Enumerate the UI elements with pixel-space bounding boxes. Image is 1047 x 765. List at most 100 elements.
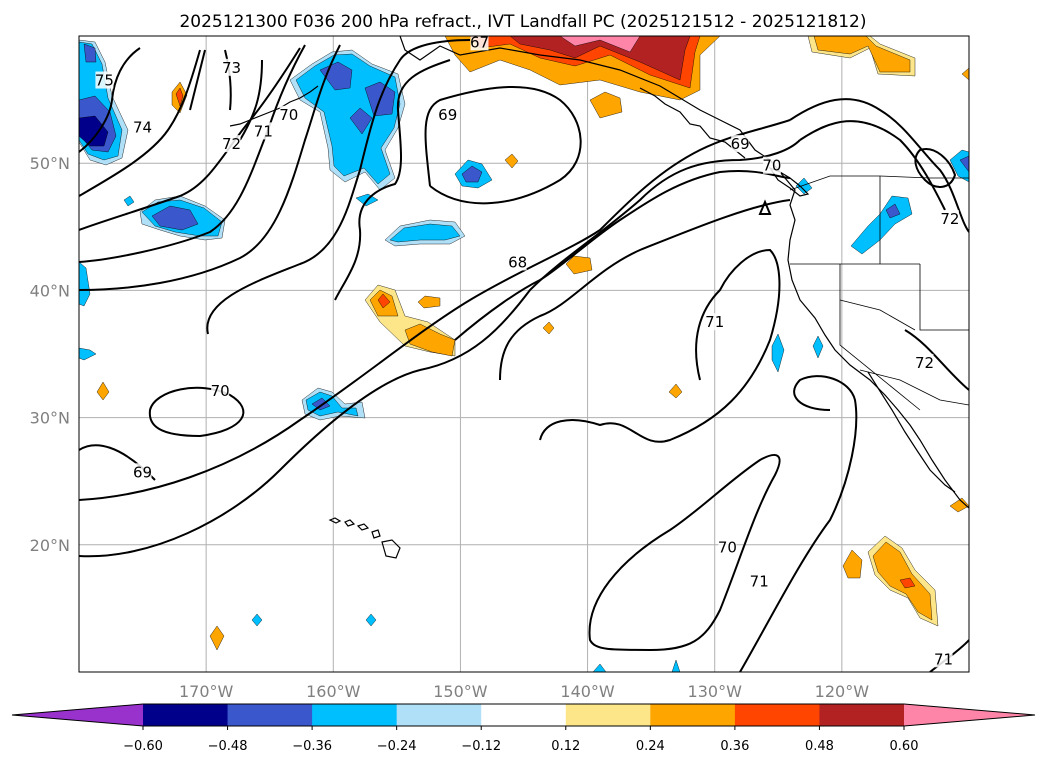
contour-line	[79, 119, 791, 501]
map-frame	[78, 35, 970, 673]
negative-anomaly-region	[795, 177, 813, 195]
contour-line	[148, 386, 245, 438]
contour-line	[206, 39, 471, 335]
contour-label: 70	[762, 157, 781, 175]
contour-label: 74	[133, 119, 152, 137]
contour-line	[224, 49, 232, 111]
alaska-panhandle-coast	[639, 87, 746, 159]
contour-label-halo	[915, 353, 934, 371]
negative-anomaly-region	[79, 261, 91, 307]
negative-anomaly-region	[305, 391, 359, 417]
positive-anomaly-region	[209, 625, 225, 651]
contour-line	[454, 170, 791, 341]
contour-label: 68	[508, 253, 527, 271]
longitude-tick-label: 130°W	[688, 682, 743, 701]
figure-title: 2025121300 F036 200 hPa refract., IVT La…	[179, 12, 866, 32]
colorbar-tick-label: −0.24	[377, 739, 417, 754]
contour-label-halo	[731, 135, 750, 153]
colorbar-tick-label: 0.48	[805, 739, 834, 754]
contour-label: 69	[731, 135, 750, 153]
positive-anomaly-region	[417, 295, 441, 309]
contour-label-halo	[940, 210, 959, 228]
contour-line	[914, 148, 957, 188]
contour-label: 73	[222, 59, 241, 77]
contour-line	[189, 49, 206, 111]
colorbar-tick-label: −0.36	[292, 739, 332, 754]
negative-anomaly-region	[365, 613, 377, 627]
contour-label-halo	[508, 253, 527, 271]
colorbar-tick-label: −0.12	[461, 739, 501, 754]
colorbar-tick-label: −0.48	[208, 739, 248, 754]
contour-labels: 75 74 73 72 71 70 67 69 69 70 68 71 70 69 72 72 70 71 71	[95, 33, 959, 668]
positive-anomaly-region	[559, 36, 641, 53]
colorbar-tick-labels: −0.60 −0.48 −0.36 −0.24 −0.12 0.12 0.24 0.36 0.4…	[123, 726, 918, 754]
contour-line	[79, 139, 801, 558]
positive-anomaly-region	[175, 87, 184, 107]
hawaiian-islands	[328, 517, 401, 559]
positive-anomaly-region	[377, 293, 391, 309]
colorbar-segments	[12, 704, 1035, 726]
longitude-tick-label: 140°W	[560, 682, 615, 701]
contour-label: 71	[934, 650, 953, 668]
contour-label: 72	[222, 135, 241, 153]
contour-label: 70	[279, 106, 298, 124]
contour-line	[79, 49, 201, 197]
latitude-tick-label: 30°N	[30, 409, 70, 428]
positive-anomaly-region	[504, 153, 519, 169]
positive-anomaly-region	[668, 383, 683, 399]
contour-label: 72	[915, 354, 934, 372]
contour-label-halo	[133, 118, 152, 136]
contour-label: 70	[718, 538, 737, 556]
colorbar-segment	[650, 704, 736, 726]
contour-label: 72	[940, 210, 959, 228]
colorbar-segment	[481, 704, 567, 726]
contour-label-halo	[705, 313, 724, 331]
colorbar-segment	[819, 704, 905, 726]
negative-anomaly-region	[885, 203, 901, 219]
contour-line	[239, 59, 263, 141]
contour-label-halo	[934, 650, 953, 668]
negative-anomaly-region	[592, 663, 607, 672]
contour-line	[539, 248, 781, 443]
negative-anomaly-region	[349, 107, 373, 135]
negative-anomaly-region	[812, 335, 824, 359]
contour-line	[424, 85, 582, 205]
positive-anomaly-region	[813, 36, 911, 73]
longitude-tick-label: 120°W	[815, 682, 870, 701]
refractivity-contours	[79, 39, 969, 672]
positive-anomaly-region	[509, 36, 691, 81]
positive-anomaly-region	[949, 497, 969, 513]
contour-label-halo	[750, 572, 769, 590]
colorbar-extend-min	[12, 704, 143, 726]
contour-label: 69	[438, 106, 457, 124]
contour-label-halo	[438, 105, 457, 123]
contour-label-halo	[718, 538, 737, 556]
north-america-coastline	[399, 36, 969, 509]
negative-anomaly-region	[123, 195, 135, 207]
baja-coastline	[867, 371, 956, 493]
us-mexico-border	[859, 369, 969, 406]
contour-label-halo	[762, 156, 781, 174]
longitude-tick-label: 150°W	[433, 682, 488, 701]
colorbar-tick-label: 0.24	[636, 739, 665, 754]
contour-line	[588, 454, 781, 652]
contour-label-halo	[470, 33, 489, 51]
contour-label-halo	[222, 135, 241, 153]
contour-line	[789, 98, 969, 233]
negative-anomaly-region	[671, 659, 681, 672]
colorbar-segment	[227, 704, 313, 726]
contour-label-halo	[222, 58, 241, 76]
positive-anomaly-region	[96, 381, 110, 401]
contour-line	[758, 199, 772, 215]
colorbar-tick-label: −0.60	[123, 739, 163, 754]
contour-label: 71	[254, 122, 273, 140]
axis-tick-labels: 50°N 40°N 30°N 20°N 170°W 160°W 150°W 140°W 130°…	[30, 154, 870, 701]
positive-anomaly-region	[961, 67, 969, 81]
contour-line	[499, 199, 791, 381]
negative-anomaly-region	[251, 613, 263, 627]
colorbar-tick-label: 0.60	[890, 739, 919, 754]
contour-line	[739, 375, 858, 672]
contour-label: 71	[750, 573, 769, 591]
contour-line	[79, 44, 306, 263]
